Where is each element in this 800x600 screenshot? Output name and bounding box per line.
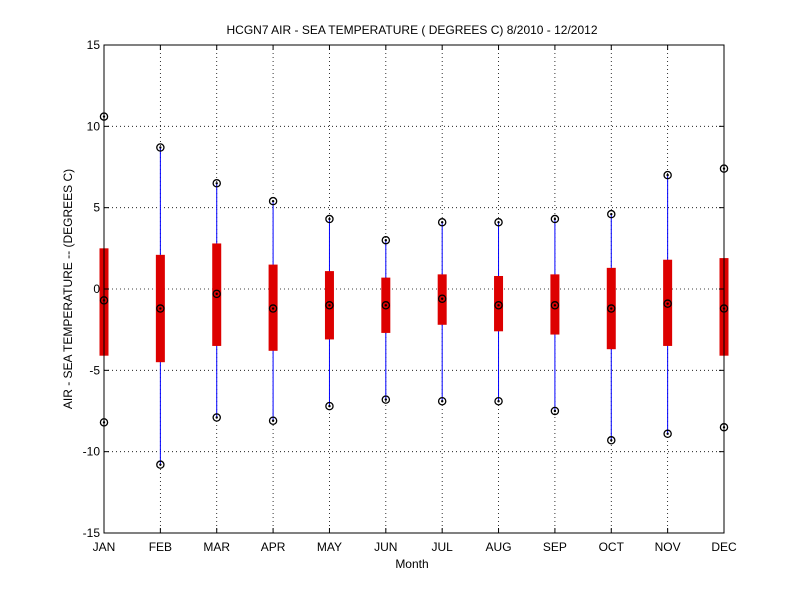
median-marker [663,299,672,308]
x-tick-label: FEB [149,540,172,554]
max-marker-dot [328,217,331,221]
max-marker [268,196,278,206]
median-marker [212,289,221,299]
max-marker-dot [271,199,275,203]
y-tick-label: -10 [83,445,101,459]
max-marker [325,214,334,224]
max-marker-dot [610,212,613,216]
month-box-mar [212,179,222,422]
max-marker [663,170,672,180]
min-marker-dot [159,463,162,466]
median-marker [381,301,391,310]
median-marker [607,304,616,313]
iqr-box [494,275,504,332]
max-marker [381,235,391,245]
month-box-aug [494,218,504,406]
median-marker [325,301,334,310]
min-marker-dot [215,416,218,419]
min-marker [607,436,616,445]
y-axis-label: AIR - SEA TEMPERATURE -- (DEGREES C) [61,169,75,409]
x-tick-label: MAR [203,540,230,554]
min-marker-dot [666,432,669,435]
min-marker-dot [497,400,500,403]
month-box-apr [268,196,278,426]
min-marker [212,413,221,422]
min-marker-dot [384,398,388,401]
median-marker [437,294,447,304]
min-marker [663,429,672,439]
y-tick-label: 0 [93,282,100,296]
month-box-feb [155,143,165,469]
month-box-nov [663,170,673,439]
max-marker [156,143,165,152]
x-tick-label: AUG [486,540,512,554]
min-marker-dot [271,419,275,422]
min-marker [494,396,503,406]
month-box-jul [437,218,447,406]
max-marker-dot [666,173,669,177]
y-tick-label: -15 [83,526,101,540]
min-marker-dot [553,409,557,413]
max-marker [494,218,503,227]
y-tick-label: 10 [87,119,101,133]
chart-title: HCGN7 AIR - SEA TEMPERATURE ( DEGREES C)… [226,23,597,37]
min-marker [156,460,165,469]
x-tick-label: JUL [432,540,454,554]
median-marker [550,301,560,310]
max-marker [550,214,560,224]
max-marker [212,179,221,188]
x-tick-label: NOV [655,540,681,554]
min-marker-dot [328,404,331,408]
median-marker-dot [384,304,388,307]
month-box-may [324,214,334,411]
max-marker-dot [384,239,388,242]
x-tick-label: JUN [374,540,397,554]
median-marker-dot [440,297,444,300]
month-box-jun [381,235,391,404]
max-marker-dot [159,146,162,149]
x-tick-label: APR [261,540,286,554]
median-marker-dot [666,302,669,305]
median-marker [156,304,165,313]
min-marker-dot [610,439,613,442]
min-marker [325,401,334,411]
median-marker-dot [159,307,162,310]
median-marker-dot [497,304,500,307]
min-marker-dot [440,400,444,403]
x-tick-label: JAN [93,540,116,554]
max-marker-dot [440,221,444,224]
median-marker-dot [610,307,613,310]
max-marker-dot [553,217,557,221]
max-marker-dot [215,182,218,185]
median-marker [268,304,278,313]
y-tick-label: 15 [87,38,101,52]
y-tick-label: 5 [93,201,100,215]
min-marker [550,406,560,416]
y-tick-label: -5 [89,363,100,377]
max-marker [437,218,447,227]
x-tick-label: SEP [543,540,567,554]
min-marker [381,395,391,404]
month-box-oct [606,209,616,445]
median-marker-dot [215,292,218,296]
x-axis-label: Month [395,557,428,571]
median-marker-dot [328,304,331,307]
min-marker [437,396,447,406]
median-marker-dot [271,307,275,310]
month-box-sep [550,214,560,416]
x-tick-label: MAY [317,540,342,554]
max-marker-dot [497,221,500,224]
median-marker-dot [553,304,557,307]
max-marker [607,209,616,219]
min-marker [268,416,278,426]
median-marker [494,301,503,310]
x-tick-label: OCT [599,540,625,554]
x-tick-label: DEC [711,540,737,554]
tick-layer: -15 -10 -5 0 5 10 15 JAN FEB MAR APR MAY JUN JUL AUG SE… [83,38,737,554]
